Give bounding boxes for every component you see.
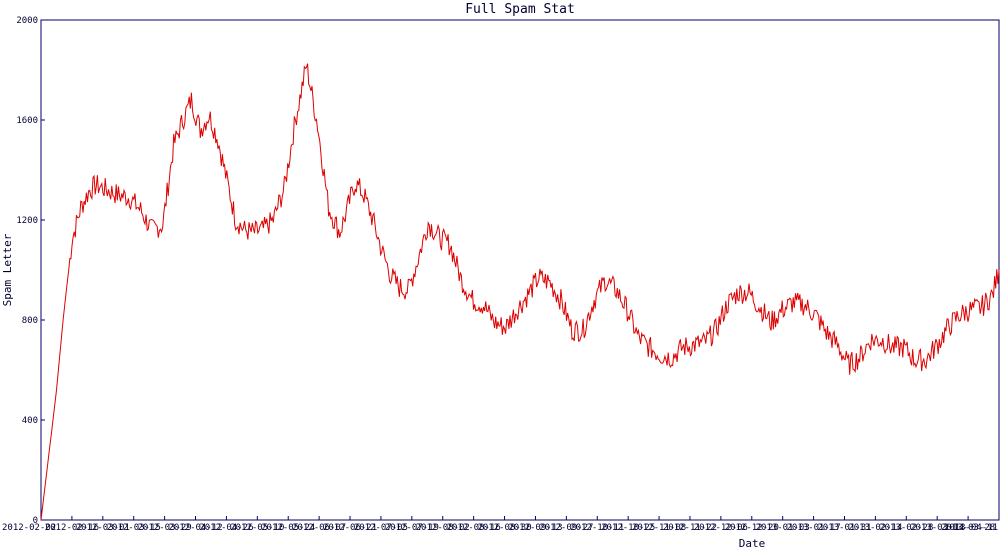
y-tick-label: 1600 xyxy=(16,116,38,126)
x-tick-label: 2012-04-12 xyxy=(168,523,222,533)
x-tick-label: 2013-02-28 xyxy=(879,523,933,533)
x-tick-label: 2012-02-02 xyxy=(2,523,56,533)
x-tick-label: 2012-09-27 xyxy=(539,523,593,533)
x-tick-label: 2012-05-24 xyxy=(261,523,315,533)
x-tick-label: 2013-04-11 xyxy=(944,523,998,533)
x-tick-label: 2012-04-26 xyxy=(199,523,253,533)
x-tick-label: 2012-12-20 xyxy=(725,523,779,533)
y-tick-label: 800 xyxy=(22,316,38,326)
x-tick-label: 2012-05-10 xyxy=(230,523,284,533)
x-tick-label: 2012-08-16 xyxy=(447,523,501,533)
x-axis-label: Date xyxy=(739,537,766,550)
y-tick-label: 0 xyxy=(33,516,38,526)
x-tick-label: 2012-12-06 xyxy=(694,523,748,533)
y-tick-label: 2000 xyxy=(16,16,38,26)
x-tick-label: 2012-10-11 xyxy=(570,523,624,533)
plot-frame xyxy=(40,19,1000,521)
x-tick-label: 2012-08-30 xyxy=(477,523,531,533)
x-tick-label: 2012-03-29 xyxy=(138,523,192,533)
y-axis-label: Spam Letter xyxy=(1,233,14,306)
y-axis: 0 400 800 1200 1600 2000 xyxy=(16,16,45,526)
x-tick-label: 2012-08-02 xyxy=(416,523,470,533)
x-tick-label: 2012-11-08 xyxy=(632,523,686,533)
y-tick-label: 1200 xyxy=(16,216,38,226)
x-tick-label: 2013-02-14 xyxy=(848,523,902,533)
chart-title: Full Spam Stat xyxy=(465,2,575,17)
x-tick-label: 2012-06-21 xyxy=(323,523,377,533)
x-tick-label: 2012-07-19 xyxy=(385,523,439,533)
y-tick-label: 400 xyxy=(22,416,38,426)
x-tick-label: 2012-02-16 xyxy=(45,523,99,533)
x-tick-label: 2013-03-28 xyxy=(941,523,995,533)
x-axis: 2012-02-022012-02-162012-03-012012-03-15… xyxy=(2,516,1000,533)
x-tick-label: 2013-01-31 xyxy=(817,523,871,533)
x-tick-label: 2013-01-03 xyxy=(756,523,810,533)
x-tick-label: 2012-07-05 xyxy=(354,523,408,533)
series-line xyxy=(40,63,1000,521)
x-tick-label: 2012-06-07 xyxy=(292,523,346,533)
x-tick-label: 2012-03-15 xyxy=(107,523,161,533)
x-tick-label: 2012-09-13 xyxy=(508,523,562,533)
x-tick-label: 2013-01-17 xyxy=(786,523,840,533)
x-tick-label: 2012-10-25 xyxy=(601,523,655,533)
x-tick-label: 2013-03-14 xyxy=(910,523,964,533)
x-tick-label: 2012-11-22 xyxy=(663,523,717,533)
x-tick-label: 2012-03-01 xyxy=(76,523,130,533)
